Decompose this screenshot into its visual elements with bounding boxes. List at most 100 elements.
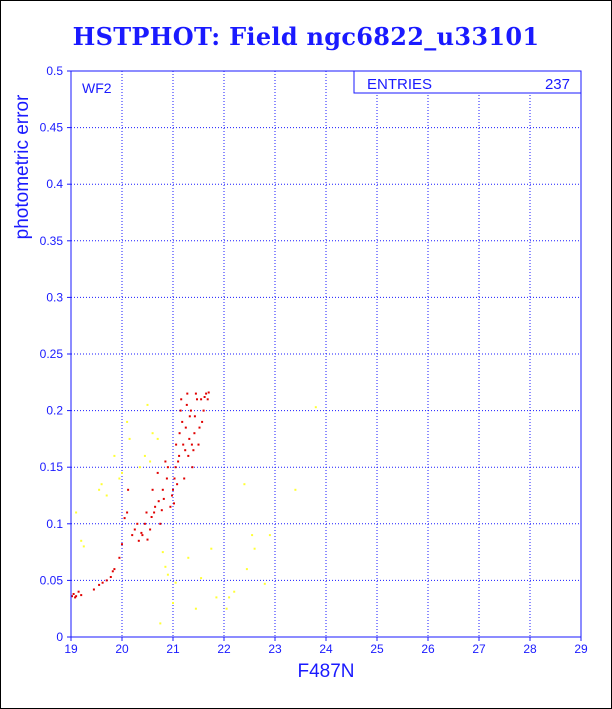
data-point-yellow [243, 483, 246, 486]
data-point-red [191, 466, 194, 469]
data-point-red [165, 477, 168, 480]
data-point-red [206, 398, 209, 401]
x-tick-label: 25 [370, 642, 384, 656]
data-point-yellow [138, 466, 141, 469]
x-tick-label: 19 [64, 642, 78, 656]
data-point-yellow [149, 460, 152, 463]
data-point-yellow [82, 545, 85, 548]
data-point-red [137, 539, 140, 542]
data-point-yellow [161, 551, 164, 554]
data-point-yellow [172, 602, 174, 604]
x-tick-label: 21 [166, 642, 180, 656]
data-point-red [173, 502, 175, 505]
data-point-red [126, 511, 129, 514]
data-point-red [182, 443, 185, 446]
data-point-red [105, 579, 108, 582]
data-point-red [188, 415, 191, 418]
data-point-yellow [75, 511, 78, 514]
data-point-yellow [164, 565, 167, 568]
data-point-red [188, 437, 191, 440]
data-point-yellow [314, 406, 317, 409]
data-point-red [207, 391, 210, 394]
data-point-red [133, 528, 136, 531]
data-points [71, 391, 317, 625]
data-point-yellow [268, 534, 271, 537]
data-point-red [179, 409, 182, 412]
data-point-yellow [215, 596, 218, 599]
data-point-yellow [166, 573, 169, 576]
data-point-yellow [294, 488, 297, 491]
x-tick-label: 28 [523, 642, 537, 656]
data-point-red [160, 509, 163, 512]
data-point-yellow [245, 568, 248, 571]
data-point-red [92, 588, 95, 591]
grid-lines [71, 71, 581, 637]
data-point-red [164, 460, 167, 463]
data-point-red [140, 531, 143, 534]
data-point-yellow [105, 494, 108, 497]
data-point-yellow [228, 596, 231, 599]
data-point-red [98, 583, 101, 586]
data-point-yellow [174, 581, 177, 584]
data-point-red [151, 488, 154, 491]
y-tick-label: 0.1 [46, 517, 63, 531]
data-point-red [202, 409, 205, 412]
data-point-yellow [225, 607, 228, 610]
x-tick-label: 29 [574, 642, 588, 656]
stats-box: ENTRIES 237 [353, 70, 582, 94]
y-tick-label: 0.35 [40, 234, 64, 248]
y-tick-label: 0.25 [40, 347, 64, 361]
data-point-red [172, 488, 174, 491]
data-point-red [178, 432, 181, 435]
data-point-yellow [128, 437, 131, 440]
data-point-red [146, 538, 149, 541]
data-point-red [153, 511, 156, 514]
data-point-red [143, 522, 146, 525]
data-point-red [150, 516, 153, 518]
data-point-red [181, 420, 184, 423]
data-point-red [72, 593, 75, 595]
data-point-red [145, 511, 148, 514]
data-point-red [185, 403, 188, 406]
y-tick-label: 0.05 [40, 573, 64, 587]
data-point-yellow [253, 547, 256, 550]
data-point-red [189, 409, 192, 412]
data-point-red [74, 596, 77, 599]
x-tick-label: 26 [421, 642, 435, 656]
chart-title: HSTPHOT: Field ngc6822_u33101 [72, 22, 540, 51]
data-point-red [171, 494, 173, 497]
data-point-red [111, 570, 114, 573]
panel-label: WF2 [82, 80, 112, 96]
data-point-yellow [251, 534, 254, 537]
data-point-red [201, 420, 204, 423]
data-point-red [71, 595, 73, 598]
data-point-red [166, 466, 169, 469]
data-point-red [175, 443, 178, 446]
data-point-red [77, 590, 80, 593]
data-point-red [186, 392, 189, 395]
data-point-red [123, 517, 126, 520]
data-point-yellow [233, 590, 236, 593]
data-point-red [156, 471, 159, 474]
axis-ticks: 19 20 21 22 23 24 25 26 27 28 29 0 0.05 0.1 0.15 0.2 0.2… [40, 64, 588, 656]
data-point-red [113, 568, 116, 571]
y-tick-label: 0.15 [40, 460, 64, 474]
data-point-yellow [100, 483, 103, 486]
x-tick-label: 27 [472, 642, 486, 656]
data-point-yellow [210, 547, 213, 550]
stats-box-label: ENTRIES [367, 76, 432, 93]
data-point-red [127, 488, 130, 491]
data-point-yellow [143, 454, 146, 457]
data-point-red [190, 443, 193, 446]
data-point-yellow [80, 539, 83, 542]
data-point-red [173, 477, 176, 480]
data-point-red [101, 581, 104, 584]
data-point-red [109, 576, 112, 578]
data-point-yellow [194, 607, 197, 610]
stats-box-value: 237 [545, 76, 570, 93]
data-point-red [176, 483, 179, 486]
data-point-red [184, 426, 187, 429]
data-point-yellow [151, 432, 154, 435]
data-point-yellow [187, 556, 190, 559]
data-point-yellow [200, 577, 203, 580]
